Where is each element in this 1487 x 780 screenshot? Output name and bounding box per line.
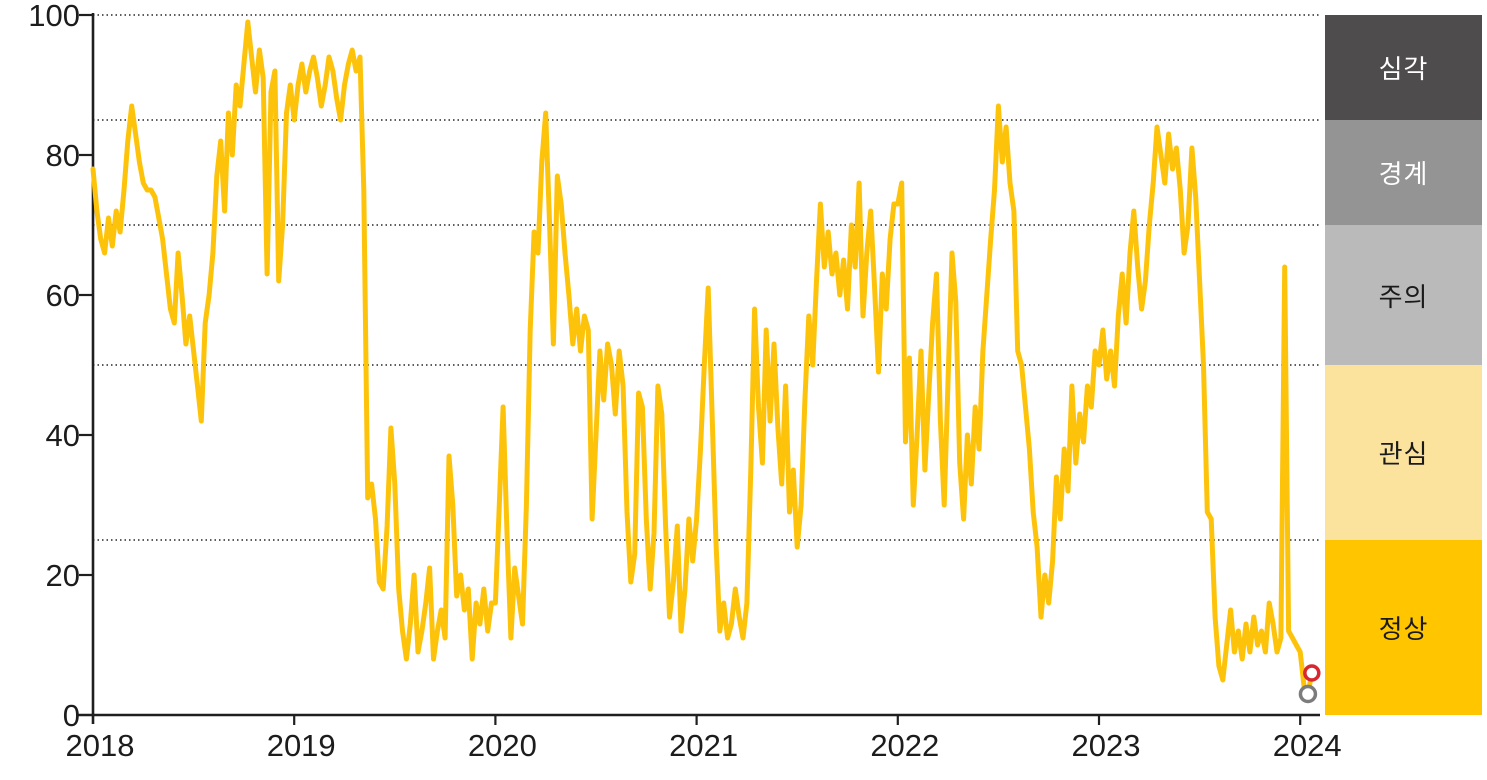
y-tick-label-0: 0: [62, 698, 80, 733]
x-tick-label-2023: 2023: [1071, 728, 1141, 763]
y-tick-label-100: 100: [28, 0, 80, 33]
zone-label-caution: 주의: [1378, 281, 1429, 312]
x-tick-label-2019: 2019: [266, 728, 336, 763]
previous-point-marker: [1298, 684, 1318, 704]
zone-label-interest: 관심: [1378, 439, 1429, 469]
y-tick-label-80: 80: [45, 138, 80, 173]
latest-point-marker: [1303, 664, 1321, 682]
x-tick-label-2020: 2020: [467, 728, 537, 763]
y-tick-label-40: 40: [45, 418, 80, 453]
zone-label-alert: 경계: [1378, 159, 1429, 189]
series-line: [90, 19, 1315, 697]
y-tick-label-20: 20: [45, 558, 80, 593]
x-tick-label-2021: 2021: [669, 728, 739, 763]
x-tick-label-2024: 2024: [1272, 728, 1342, 763]
y-tick-label-60: 60: [45, 278, 80, 313]
x-tick-label-2022: 2022: [870, 728, 940, 763]
zone-severe: 심각: [1325, 15, 1482, 120]
zone-normal: 정상: [1325, 540, 1482, 715]
zone-alert: 경계: [1325, 120, 1482, 225]
zone-caution: 주의: [1325, 225, 1482, 365]
zone-label-normal: 정상: [1378, 614, 1429, 644]
x-tick-label-2018: 2018: [65, 728, 135, 763]
zone-label-severe: 심각: [1378, 54, 1429, 84]
zone-interest: 관심: [1325, 365, 1482, 540]
